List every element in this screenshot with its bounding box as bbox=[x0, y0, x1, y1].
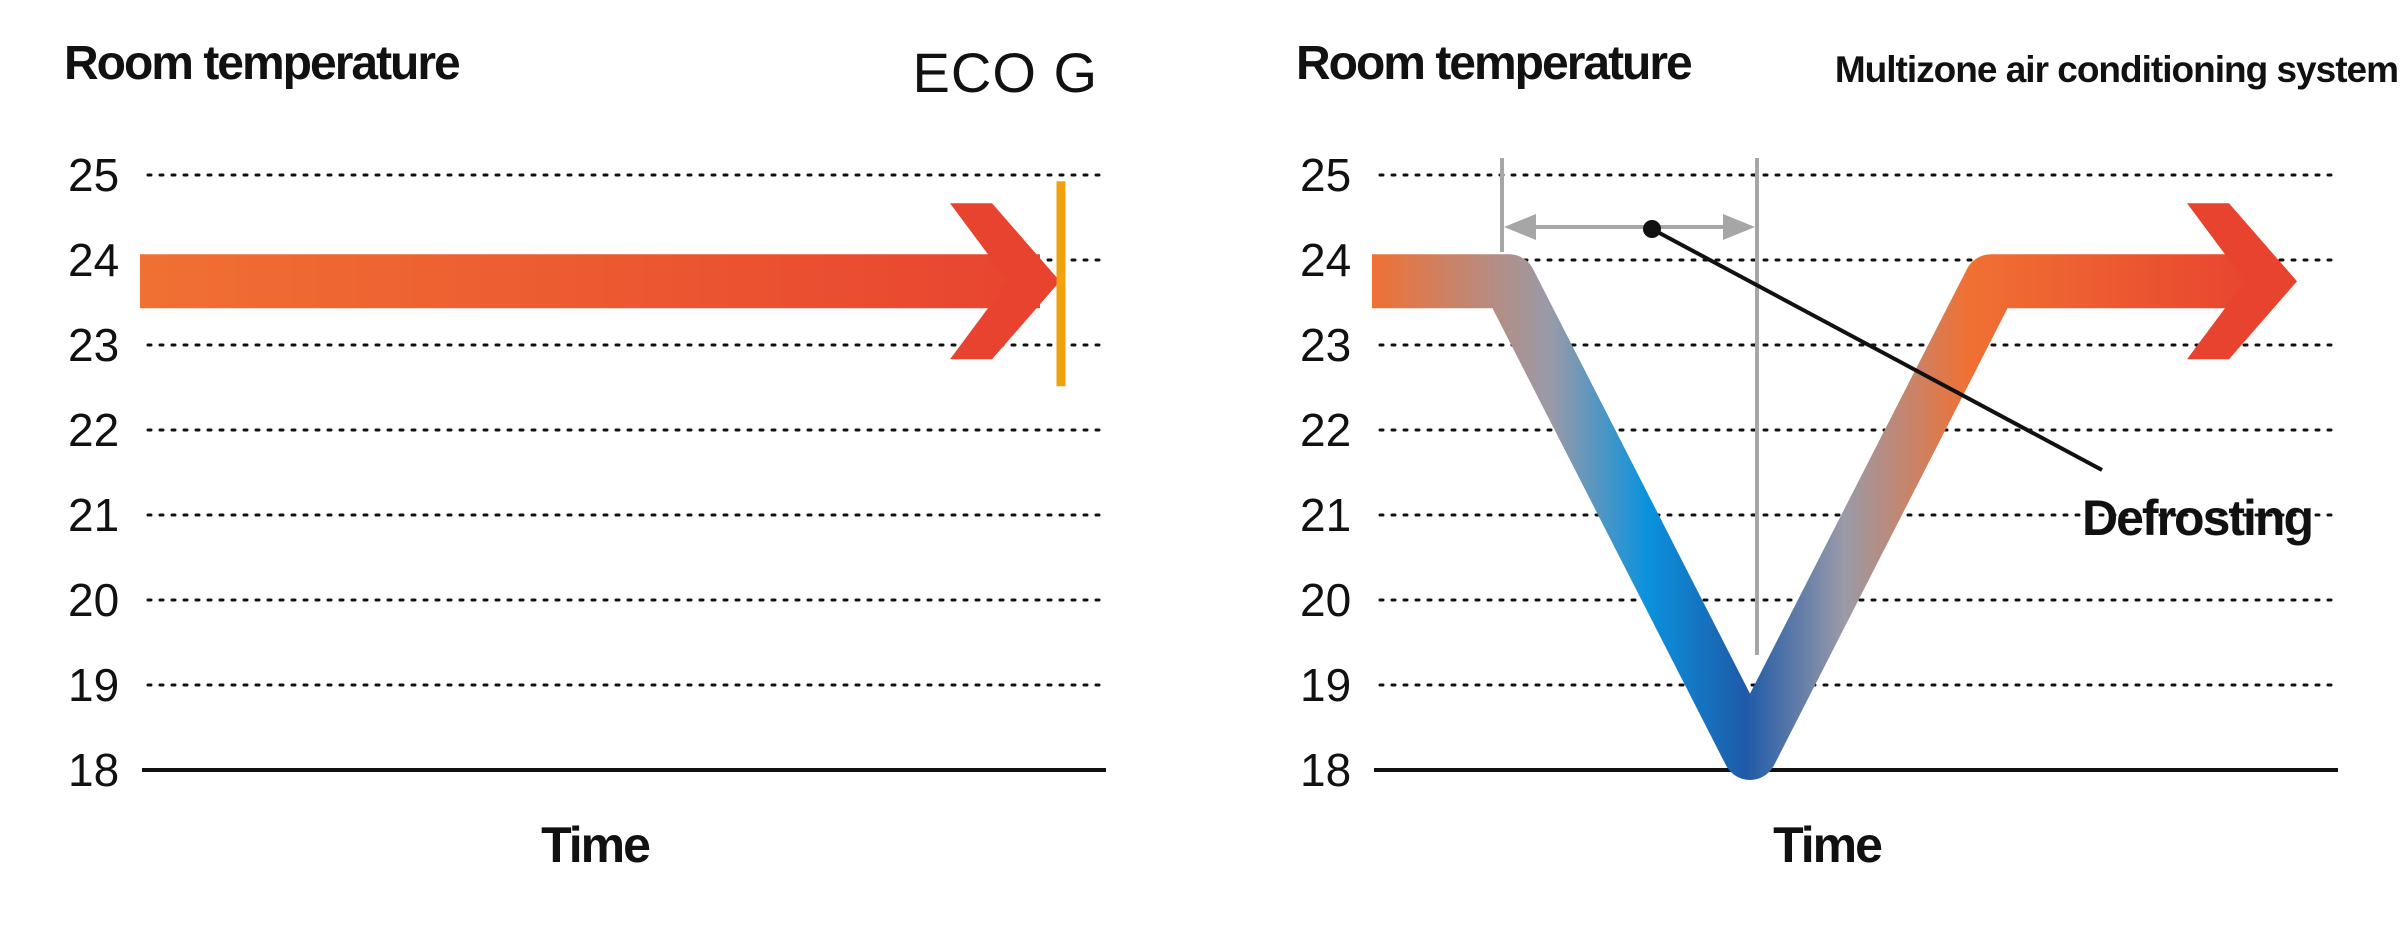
y-tick-label-18: 18 bbox=[68, 744, 119, 796]
temperature-arrow-head bbox=[950, 203, 1060, 360]
y-tick-label-23: 23 bbox=[1300, 319, 1351, 371]
annotation-dot bbox=[1643, 220, 1661, 238]
y-tick-label-23: 23 bbox=[68, 319, 119, 371]
y-tick-label-25: 25 bbox=[1300, 149, 1351, 201]
defrost-arrowhead-left bbox=[1504, 214, 1536, 240]
eco-g-chart: Room temperature ECO G 25 24 23 22 21 20 19 18 … bbox=[0, 0, 1190, 942]
y-tick-label-22: 22 bbox=[68, 404, 119, 456]
temperature-line bbox=[1372, 254, 2262, 780]
eco-g-plot: 25 24 23 22 21 20 19 18 bbox=[68, 149, 1108, 796]
multizone-plot: 25 24 23 22 21 20 19 18 Defrosting bbox=[1300, 149, 2340, 796]
y-axis-title: Room temperature bbox=[64, 37, 461, 90]
annotation-leader-line bbox=[1651, 227, 2103, 472]
y-tick-label-20: 20 bbox=[1300, 574, 1351, 626]
y-tick-label-20: 20 bbox=[68, 574, 119, 626]
y-tick-label-22: 22 bbox=[1300, 404, 1351, 456]
y-tick-label-24: 24 bbox=[1300, 234, 1351, 286]
x-axis-title: Time bbox=[541, 817, 651, 873]
y-tick-label-21: 21 bbox=[1300, 489, 1351, 541]
temperature-arrow-shaft bbox=[140, 254, 1040, 309]
chart-title-multizone: Multizone air conditioning system bbox=[1834, 49, 2399, 90]
temperature-arrow-head bbox=[2187, 203, 2297, 360]
y-tick-label-24: 24 bbox=[68, 234, 119, 286]
y-tick-label-21: 21 bbox=[68, 489, 119, 541]
y-tick-label-18: 18 bbox=[1300, 744, 1351, 796]
annotation-defrosting: Defrosting bbox=[2082, 490, 2312, 546]
y-tick-label-25: 25 bbox=[68, 149, 119, 201]
chart-title-eco-g: ECO G bbox=[912, 41, 1098, 104]
defrost-arrowhead-right bbox=[1723, 214, 1755, 240]
y-axis-title: Room temperature bbox=[1296, 37, 1693, 90]
y-tick-label-19: 19 bbox=[68, 659, 119, 711]
x-axis-title: Time bbox=[1773, 817, 1883, 873]
y-tick-label-19: 19 bbox=[1300, 659, 1351, 711]
multizone-chart: Room temperature Multizone air condition… bbox=[1232, 0, 2400, 942]
